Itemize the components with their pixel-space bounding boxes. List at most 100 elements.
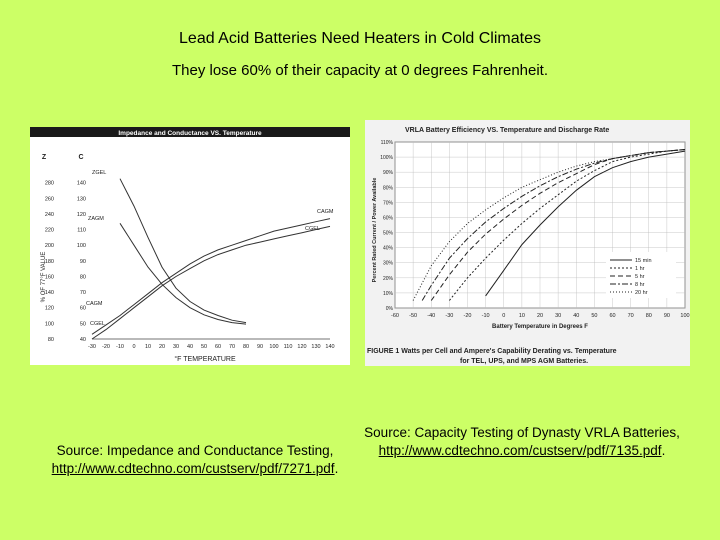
series-label-zgel: ZGEL (92, 170, 106, 176)
source-caption-right: Source: Capacity Testing of Dynasty VRLA… (362, 424, 682, 460)
z-tick-label: 240 (45, 212, 54, 218)
x-tick-label: -30 (88, 344, 96, 350)
source-text: Source: Capacity Testing of Dynasty VRLA… (364, 425, 680, 440)
y-axis-label: % OF 77°F VALUE (41, 252, 47, 303)
y-axis-label: Percent Rated Current / Power Available (372, 178, 378, 283)
c-tick-label: 50 (80, 321, 86, 327)
series-label-zagm: ZAGM (88, 216, 104, 222)
y-tick-label: 40% (383, 246, 394, 252)
impedance-chart-svg: Impedance and Conductance VS. Temperatur… (30, 127, 350, 363)
figure-caption-line1: FIGURE 1 Watts per Cell and Ampere's Cap… (367, 348, 617, 355)
y-tick-label: 20% (383, 276, 394, 282)
y-tick-label: 110% (381, 140, 394, 146)
impedance-conductance-chart: Impedance and Conductance VS. Temperatur… (30, 127, 350, 365)
source-suffix: . (334, 461, 339, 476)
x-tick-label: 100 (269, 344, 278, 350)
x-tick-label: 50 (201, 344, 207, 350)
x-tick-label: 60 (609, 313, 615, 319)
series-line-8-hr (421, 149, 686, 301)
slide-title: Lead Acid Batteries Need Heaters in Cold… (179, 30, 541, 47)
c-tick-label: 90 (80, 259, 86, 265)
legend-entry: 5 hr (635, 274, 645, 280)
source-suffix: . (661, 443, 666, 458)
chart-title: VRLA Battery Efficiency VS. Temperature … (405, 127, 609, 134)
y-tick-label: 70% (383, 200, 394, 206)
x-tick-label: -30 (445, 313, 453, 319)
series-line-cagm (91, 218, 331, 335)
x-tick-label: 70 (628, 313, 634, 319)
vrla-plot-area: -60 -50 -40 -30 -20 -10 0 10 20 30 40 50 60 70 80 90 100… (380, 140, 689, 319)
c-tick-label: 130 (77, 196, 86, 202)
figure-caption-line2: for TEL, UPS, and MPS AGM Batteries. (460, 358, 588, 365)
slide-subtitle: They lose 60% of their capacity at 0 deg… (171, 62, 549, 79)
impedance-plot-area: -30 -20 -10 0 10 20 30 40 50 60 70 80 90 100 110 120 130… (45, 178, 335, 350)
series-label-cgel: CGEL (305, 226, 320, 232)
x-tick-label: 30 (173, 344, 179, 350)
y-tick-label: 30% (383, 261, 394, 267)
series-line-15-min (485, 150, 686, 297)
c-tick-label: 60 (80, 306, 86, 312)
z-tick-label: 220 (45, 228, 54, 234)
x-tick-label: 130 (311, 344, 320, 350)
x-tick-label: -60 (391, 313, 399, 319)
y-tick-label: 100% (380, 155, 393, 161)
x-tick-label: 0 (132, 344, 135, 350)
series-line-zagm (119, 223, 247, 325)
y-tick-label: 50% (383, 231, 394, 237)
x-tick-label: 80 (243, 344, 249, 350)
x-tick-label: 90 (664, 313, 670, 319)
x-axis-label: °F TEMPERATURE (174, 355, 236, 363)
z-tick-label: 100 (45, 321, 54, 327)
z-axis-header: Z (42, 154, 47, 161)
x-tick-label: 120 (297, 344, 306, 350)
x-tick-label: -10 (116, 344, 124, 350)
z-tick-label: 280 (45, 181, 54, 187)
source-text: Source: Impedance and Conductance Testin… (56, 443, 334, 458)
x-tick-label: -10 (482, 313, 490, 319)
x-tick-label: -20 (464, 313, 472, 319)
z-tick-label: 160 (45, 274, 54, 280)
c-tick-label: 120 (77, 212, 86, 218)
x-tick-label: 20 (537, 313, 543, 319)
c-tick-label: 70 (80, 290, 86, 296)
c-tick-label: 140 (77, 181, 86, 187)
series-line-5-hr (430, 149, 686, 301)
y-tick-label: 0% (386, 306, 394, 312)
vrla-chart-svg: VRLA Battery Efficiency VS. Temperature … (367, 127, 690, 365)
c-tick-label: 110 (77, 228, 86, 234)
z-tick-label: 180 (45, 259, 54, 265)
x-tick-label: 40 (573, 313, 579, 319)
chart-header-bar (30, 127, 350, 137)
x-tick-label: 50 (591, 313, 597, 319)
c-tick-label: 80 (80, 274, 86, 280)
y-tick-label: 60% (383, 215, 394, 221)
source-caption-left: Source: Impedance and Conductance Testin… (30, 442, 360, 478)
x-tick-label: 0 (502, 313, 505, 319)
vrla-efficiency-chart: VRLA Battery Efficiency VS. Temperature … (365, 120, 690, 366)
legend-entry: 15 min (635, 258, 652, 264)
x-tick-label: 20 (159, 344, 165, 350)
x-tick-label: -40 (427, 313, 435, 319)
y-tick-label: 90% (383, 170, 394, 176)
legend-entry: 1 hr (635, 266, 645, 272)
x-tick-label: 40 (187, 344, 193, 350)
x-tick-label: -50 (409, 313, 417, 319)
chart-title: Impedance and Conductance VS. Temperatur… (118, 130, 262, 137)
source-link[interactable]: http://www.cdtechno.com/custserv/pdf/727… (51, 461, 335, 476)
x-tick-label: 140 (325, 344, 334, 350)
c-axis-header: C (78, 154, 83, 161)
series-label-cgel-low: CGEL (90, 321, 105, 327)
c-tick-label: 100 (77, 243, 86, 249)
series-line-20-hr (412, 149, 686, 301)
x-tick-label: 110 (284, 344, 293, 350)
x-tick-label: -20 (102, 344, 110, 350)
series-label-cagm-low: CAGM (86, 301, 103, 307)
source-link[interactable]: http://www.cdtechno.com/custserv/pdf/713… (378, 443, 662, 458)
x-tick-label: 100 (680, 313, 689, 319)
series-line-zgel (119, 178, 247, 324)
z-tick-label: 200 (45, 243, 54, 249)
x-tick-label: 10 (519, 313, 525, 319)
c-tick-label: 40 (80, 337, 86, 343)
legend-entry: 8 hr (635, 282, 645, 288)
x-tick-label: 80 (646, 313, 652, 319)
